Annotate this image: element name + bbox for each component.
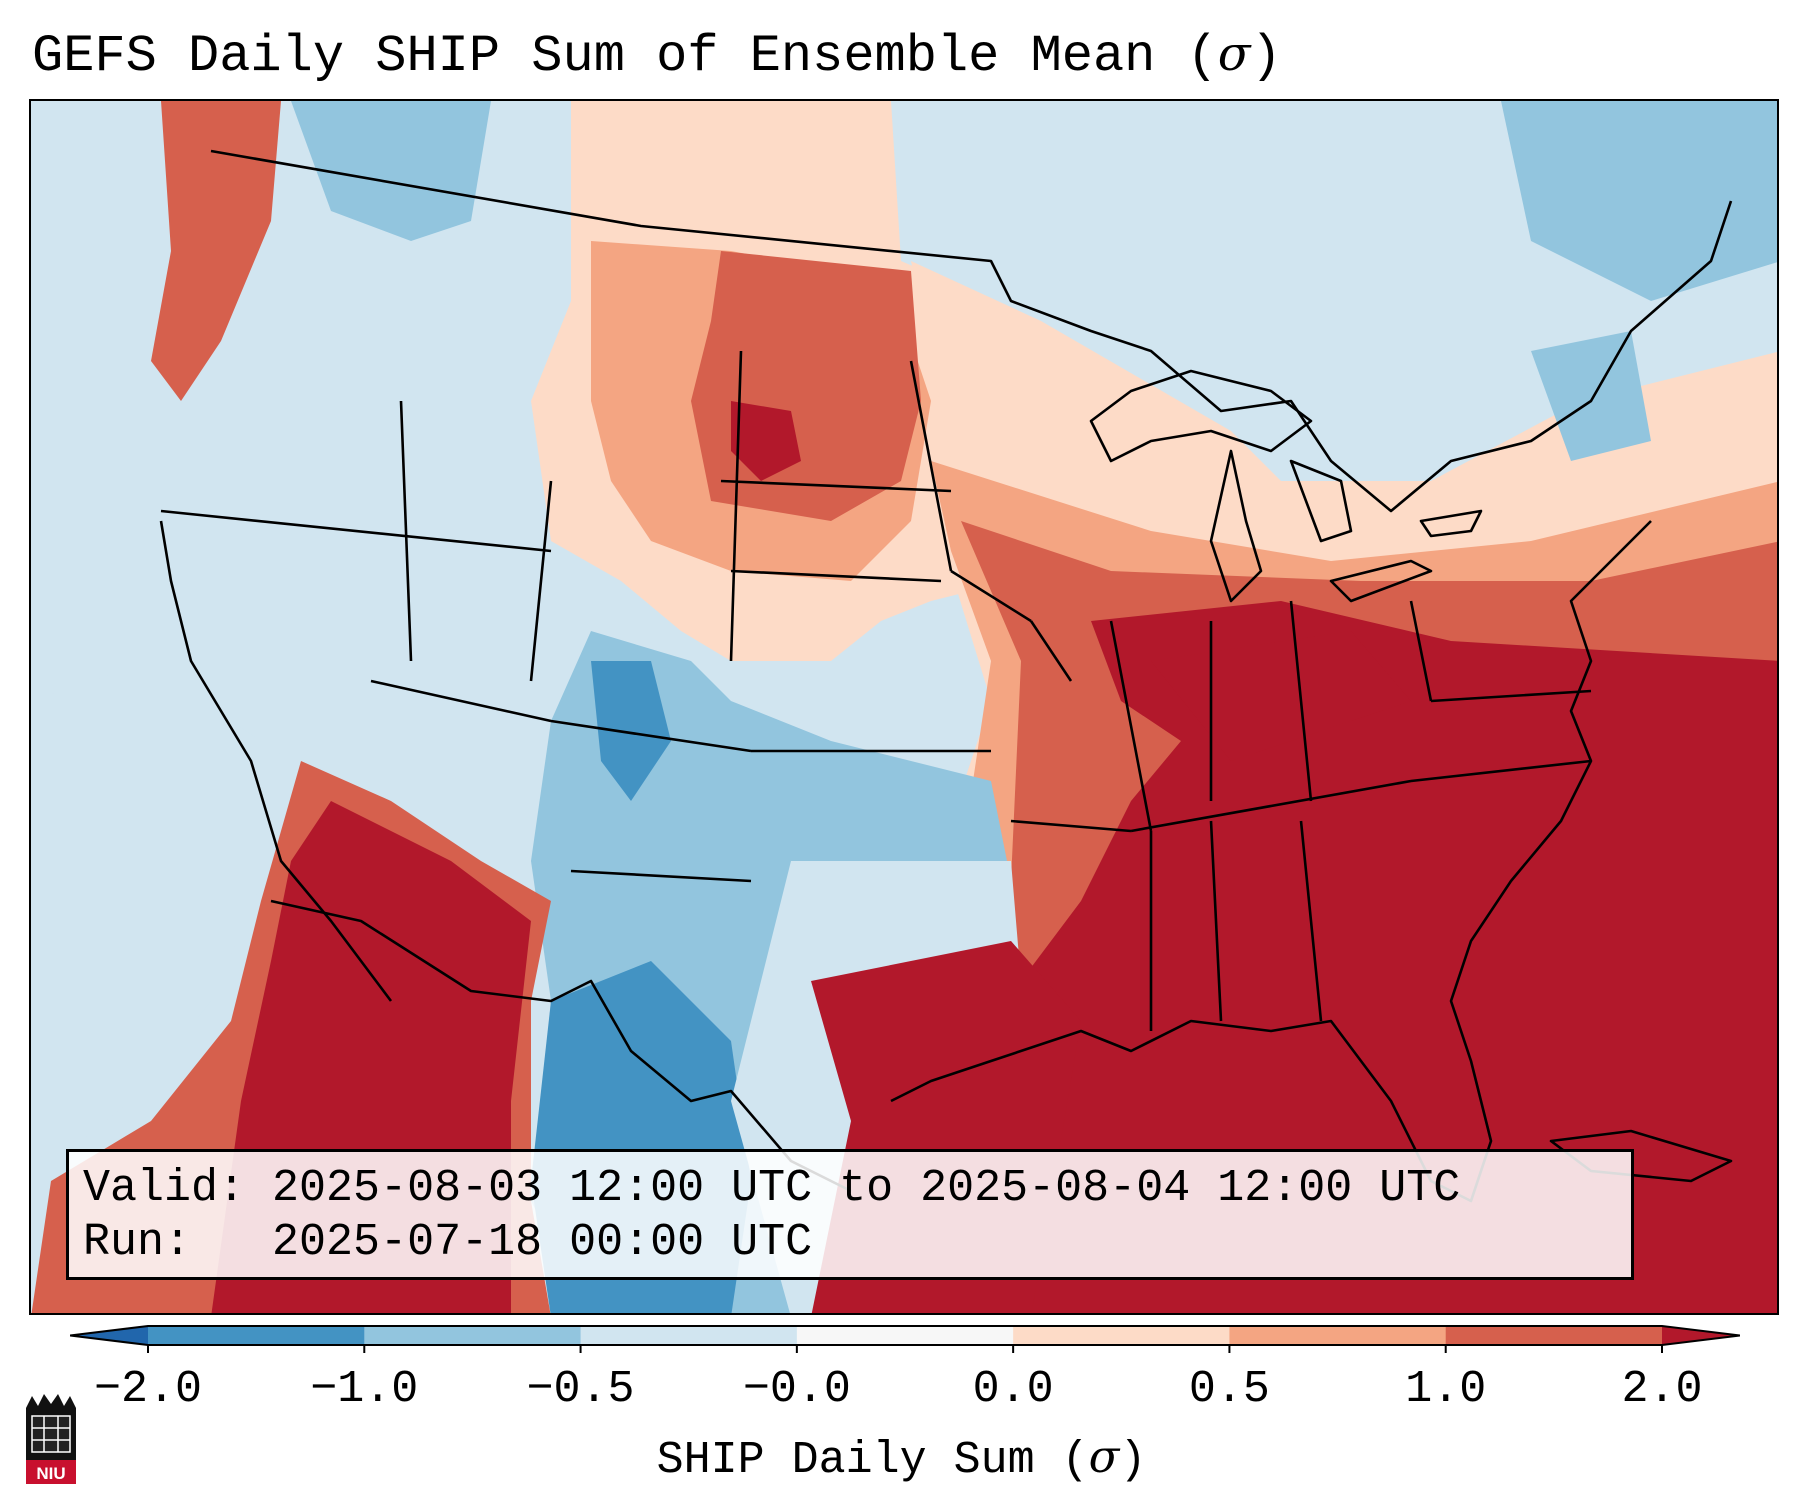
run-label: Run: xyxy=(83,1217,192,1268)
map-panel xyxy=(29,99,1779,1315)
state-borders xyxy=(160,350,1592,1031)
colorbar-tick-label: 1.0 xyxy=(1405,1364,1487,1415)
shaded-field xyxy=(31,101,1777,1313)
quebec-blue xyxy=(1501,101,1777,301)
colorbar-bin xyxy=(1229,1326,1447,1345)
us-mexico-border xyxy=(270,899,852,1193)
colorbar-bin xyxy=(1013,1326,1230,1345)
colorbar-over-extension xyxy=(1662,1326,1740,1345)
lake-michigan xyxy=(1209,449,1263,603)
lake-ontario xyxy=(1419,509,1483,538)
map-title: GEFS Daily SHIP Sum of Ensemble Mean (σ) xyxy=(32,26,1282,86)
colorbar xyxy=(70,1325,1740,1353)
lake-huron xyxy=(1289,459,1353,543)
ontario-blue xyxy=(1531,331,1651,461)
colorbar-bin xyxy=(1445,1326,1663,1345)
run-value: 2025-07-18 00:00 UTC xyxy=(272,1217,813,1268)
lake-superior xyxy=(1089,369,1313,463)
colorbar-bin xyxy=(148,1326,365,1345)
sd-core xyxy=(731,401,801,481)
canada-blue xyxy=(291,101,491,241)
colorbar-tick-label: −0.5 xyxy=(526,1364,635,1415)
us-canada-border xyxy=(210,149,1733,513)
valid-value: 2025-08-03 12:00 UTC to 2025-08-04 12:00… xyxy=(272,1163,1461,1214)
valid-run-box: Valid: 2025-08-03 12:00 UTC to 2025-08-0… xyxy=(66,1149,1634,1280)
colorbar-tick-label: 2.0 xyxy=(1621,1364,1703,1415)
pacific-light xyxy=(31,661,291,1181)
pnw-coast-red xyxy=(151,101,281,401)
pacific-coastline xyxy=(159,520,393,1002)
colorbar-tick-label: 0.0 xyxy=(972,1364,1054,1415)
colorbar-bin xyxy=(796,1326,1014,1345)
lake-erie xyxy=(1329,559,1433,603)
valid-label: Valid: xyxy=(83,1163,246,1214)
colorbar-tick-label: −1.0 xyxy=(310,1364,419,1415)
colorbar-under-extension xyxy=(70,1326,148,1345)
colorado-deep xyxy=(591,661,671,801)
colorbar-label: SHIP Daily Sum (σ) xyxy=(656,1430,1147,1486)
colorbar-tick-label: 0.5 xyxy=(1188,1364,1270,1415)
ohio-valley-core xyxy=(1151,631,1411,761)
svg-text:NIU: NIU xyxy=(36,1464,65,1483)
niu-logo: NIU xyxy=(26,1394,76,1484)
colorbar-bin xyxy=(580,1326,798,1345)
colorbar-tick-label: −2.0 xyxy=(93,1364,203,1415)
colorbar-bin xyxy=(364,1326,582,1345)
ship-field-map xyxy=(31,101,1777,1313)
colorbar-tick-label: −0.0 xyxy=(742,1364,851,1415)
